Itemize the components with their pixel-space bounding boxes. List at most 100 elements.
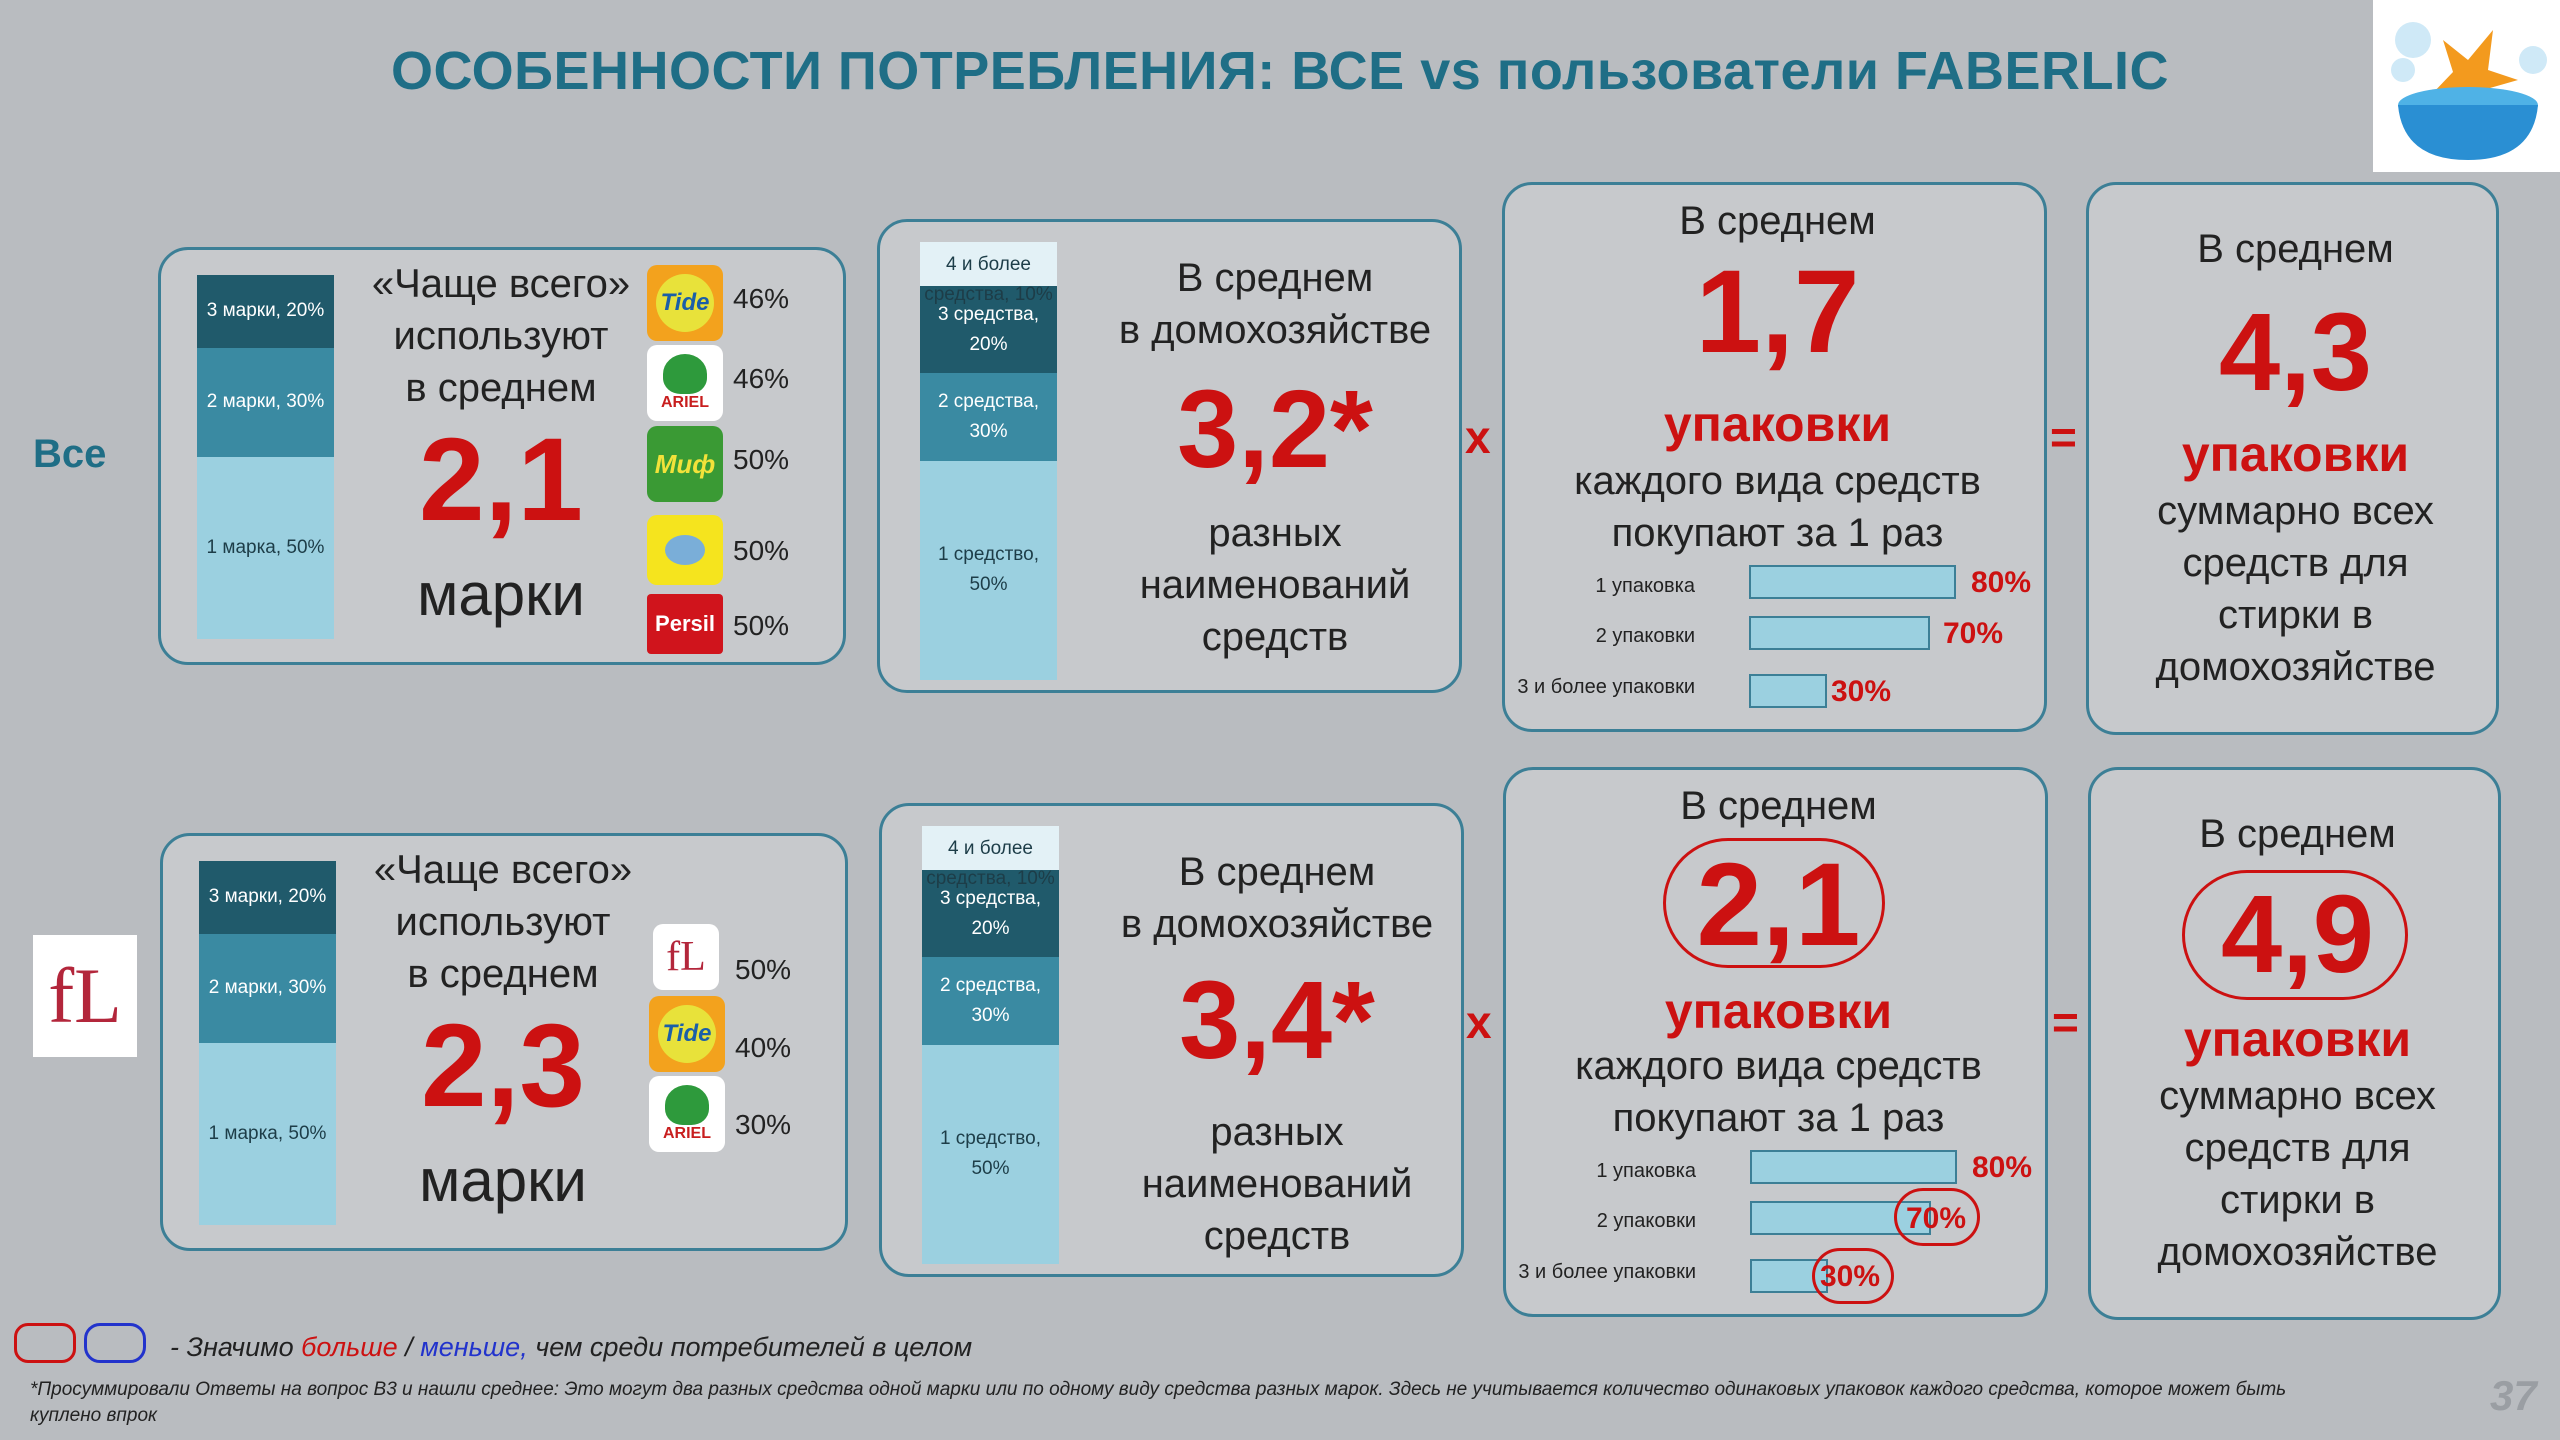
products-line1: В среднем bbox=[1176, 256, 1374, 300]
significance-ring-more bbox=[1894, 1188, 1980, 1246]
stack-segment: 3 марки, 20% bbox=[199, 861, 336, 934]
packs-bar bbox=[1749, 565, 1956, 599]
bar-value: 70% bbox=[1906, 1202, 1967, 1235]
bar-value: 80% bbox=[1971, 566, 2032, 599]
total-card-all: В среднем 4,3 упаковки суммарно всех сре… bbox=[2086, 182, 2499, 735]
bar-label: 1 упаковка bbox=[1595, 575, 1695, 597]
products-stack-chart: 4 и более средства, 10% 3 средства, 20% … bbox=[920, 242, 1057, 680]
packs-card-fl: В среднем 2,1 упаковки каждого вида сред… bbox=[1503, 767, 2048, 1317]
packs-line1: В среднем bbox=[1679, 199, 1876, 243]
brand-pct: 46% bbox=[733, 283, 790, 314]
faberlic-row-logo: fL bbox=[33, 935, 137, 1057]
packs-unit: упаковки bbox=[1664, 983, 1893, 1039]
brands-card-fl: 3 марки, 20% 2 марки, 30% 1 марка, 50% «… bbox=[160, 833, 848, 1251]
faberlic-logo: fL bbox=[653, 924, 719, 990]
total-unit: упаковки bbox=[2181, 426, 2410, 482]
bar-label: 3 и более упаковки bbox=[1518, 1261, 1696, 1283]
significance-ring-more bbox=[1812, 1248, 1894, 1304]
total-packs-value: 4,9 bbox=[2221, 873, 2374, 996]
multiply-sign: х bbox=[1465, 411, 1491, 463]
stack-segment: 1 средство, 50% bbox=[922, 1044, 1059, 1264]
legend-sep: / bbox=[405, 1332, 413, 1362]
equals-sign: = bbox=[2052, 996, 2079, 1048]
avg-brands-unit: марки bbox=[419, 1147, 587, 1214]
brand-pct: 50% bbox=[733, 535, 790, 566]
brand-pct: 40% bbox=[735, 1032, 792, 1063]
total-line3: средств для bbox=[2184, 1126, 2411, 1170]
row-label-all: Все bbox=[33, 432, 107, 476]
legend-more: больше bbox=[301, 1332, 398, 1362]
legend-less: меньше, bbox=[420, 1332, 528, 1362]
avg-brands-value: 2,3 bbox=[420, 1000, 586, 1132]
bar-label: 2 упаковки bbox=[1595, 625, 1695, 647]
products-line4: наименований bbox=[1141, 1162, 1413, 1206]
products-line5: средств bbox=[1201, 615, 1349, 659]
brands-stack-chart: 3 марки, 20% 2 марки, 30% 1 марка, 50% bbox=[199, 861, 336, 1225]
footnote: *Просуммировали Ответы на вопрос В3 и на… bbox=[30, 1379, 2287, 1426]
avg-brands-value: 2,1 bbox=[418, 414, 584, 546]
faberlic-logo-text: fL bbox=[48, 952, 122, 1039]
bar-value: 70% bbox=[1943, 617, 2004, 650]
avg-products-value: 3,2* bbox=[1177, 368, 1373, 491]
packs-card-all: В среднем 1,7 упаковки каждого вида сред… bbox=[1502, 182, 2047, 732]
ushasty-nyan-logo bbox=[647, 515, 723, 585]
avg-packs-value: 2,1 bbox=[1696, 839, 1861, 971]
total-line2: суммарно всех bbox=[2157, 489, 2434, 533]
bar-label: 3 и более упаковки bbox=[1517, 676, 1695, 698]
bar-value: 30% bbox=[1820, 1260, 1881, 1293]
avg-brands-unit: марки bbox=[417, 561, 585, 628]
packs-line1: В среднем bbox=[1680, 784, 1877, 828]
equals-sign: = bbox=[2050, 411, 2077, 463]
packs-bar bbox=[1749, 616, 1930, 650]
laundry-basin-logo bbox=[2373, 0, 2560, 172]
mif-logo: Миф bbox=[647, 426, 723, 502]
brands-line3: в среднем bbox=[407, 952, 599, 996]
bar-label: 1 упаковка bbox=[1596, 1160, 1696, 1182]
total-unit: упаковки bbox=[2183, 1011, 2412, 1067]
products-line3: разных bbox=[1208, 511, 1342, 555]
brands-line3: в среднем bbox=[405, 366, 597, 410]
packs-line3: покупают за 1 раз bbox=[1611, 511, 1944, 555]
packs-bar bbox=[1750, 1150, 1957, 1184]
stack-segment: 1 марка, 50% bbox=[199, 1042, 336, 1225]
stack-segment: 2 средства, 30% bbox=[922, 957, 1059, 1045]
products-line2: в домохозяйстве bbox=[1118, 308, 1432, 352]
stack-segment: 4 и более средства, 10% bbox=[920, 242, 1057, 305]
avg-products-value: 3,4* bbox=[1179, 959, 1375, 1082]
stack-segment: 2 марки, 30% bbox=[199, 933, 336, 1043]
total-line1: В среднем bbox=[2197, 227, 2394, 271]
tide-logo: Tide bbox=[649, 996, 725, 1072]
packs-bar bbox=[1749, 674, 1827, 708]
products-line2: в домохозяйстве bbox=[1120, 902, 1434, 946]
brands-line2: используют bbox=[395, 900, 611, 944]
stack-segment: 1 средство, 50% bbox=[920, 460, 1057, 680]
ariel-logo: ARIEL bbox=[649, 1076, 725, 1152]
brands-line2: используют bbox=[393, 314, 609, 358]
brand-pct: 50% bbox=[733, 444, 790, 475]
bar-value: 80% bbox=[1972, 1151, 2033, 1184]
brand-pct: 46% bbox=[733, 363, 790, 394]
brands-line1: «Чаще всего» bbox=[371, 262, 631, 306]
packs-line2: каждого вида средств bbox=[1574, 459, 1981, 503]
ariel-logo: ARIEL bbox=[647, 345, 723, 421]
legend-prefix: - Значимо bbox=[170, 1332, 294, 1362]
bar-label: 2 упаковки bbox=[1596, 1210, 1696, 1232]
persil-logo: Persil bbox=[647, 594, 723, 654]
stack-segment: 2 средства, 30% bbox=[920, 373, 1057, 461]
legend-less-swatch bbox=[84, 1323, 146, 1363]
total-line5: домохозяйстве bbox=[2155, 645, 2436, 689]
products-stack-chart: 4 и более средства, 10% 3 средства, 20% … bbox=[922, 826, 1059, 1264]
total-line1: В среднем bbox=[2199, 812, 2396, 856]
tide-logo: Tide bbox=[647, 265, 723, 341]
significance-ring-more bbox=[2182, 870, 2408, 1000]
stack-segment: 4 и более средства, 10% bbox=[922, 826, 1059, 889]
page-title: ОСОБЕННОСТИ ПОТРЕБЛЕНИЯ: ВСЕ vs пользова… bbox=[390, 41, 2170, 101]
packs-line3: покупают за 1 раз bbox=[1612, 1096, 1945, 1140]
products-card-all: 4 и более средства, 10% 3 средства, 20% … bbox=[877, 219, 1462, 693]
avg-packs-value: 1,7 bbox=[1695, 246, 1860, 378]
stack-segment: 2 марки, 30% bbox=[197, 347, 334, 457]
brand-pct: 50% bbox=[735, 954, 792, 985]
brands-stack-chart: 3 марки, 20% 2 марки, 30% 1 марка, 50% bbox=[197, 275, 334, 639]
packs-line2: каждого вида средств bbox=[1575, 1044, 1982, 1088]
products-card-fl: 4 и более средства, 10% 3 средства, 20% … bbox=[879, 803, 1464, 1277]
